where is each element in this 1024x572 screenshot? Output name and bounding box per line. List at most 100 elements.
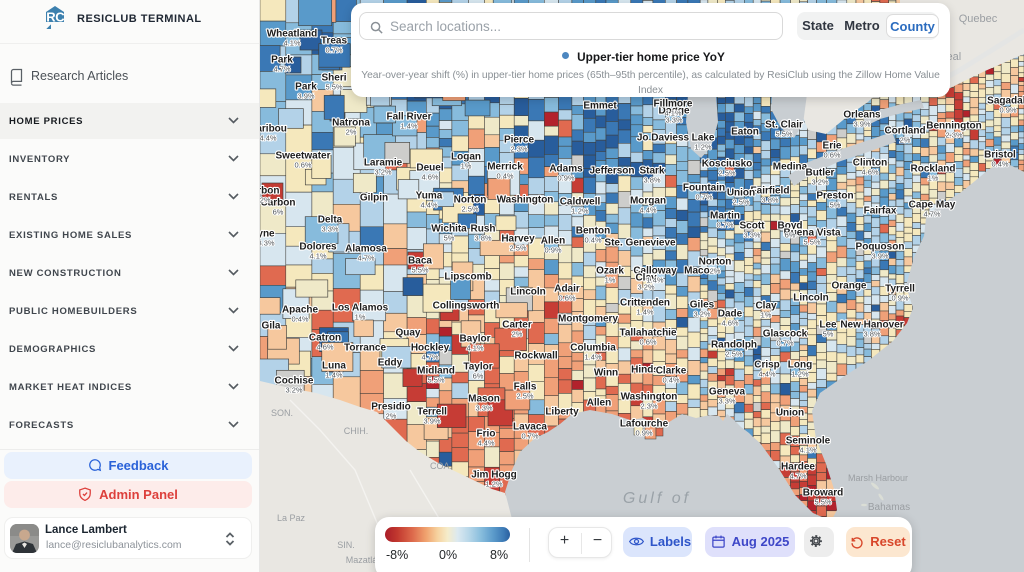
svg-text:COA.: COA. — [430, 461, 452, 471]
svg-text:Long: Long — [788, 360, 812, 371]
svg-text:Quebec: Quebec — [959, 13, 998, 25]
svg-text:4.4%: 4.4% — [477, 439, 494, 448]
svg-text:Lincoln: Lincoln — [793, 293, 829, 304]
svg-text:4.1%: 4.1% — [309, 252, 326, 261]
svg-text:Ozark: Ozark — [596, 266, 624, 277]
svg-text:Union: Union — [727, 188, 755, 199]
svg-text:Gila: Gila — [262, 321, 281, 332]
svg-text:Preston: Preston — [816, 191, 853, 202]
svg-text:4.1%: 4.1% — [664, 109, 681, 118]
svg-text:Natrona: Natrona — [332, 118, 370, 129]
svg-text:Benton: Benton — [576, 226, 610, 237]
svg-text:Adams: Adams — [549, 164, 583, 175]
svg-text:Norton: Norton — [454, 195, 487, 206]
svg-text:2%: 2% — [386, 412, 397, 421]
svg-text:5.5%: 5.5% — [814, 498, 831, 507]
svg-text:Fillmore: Fillmore — [654, 99, 693, 110]
svg-text:Midland: Midland — [417, 366, 455, 377]
svg-text:Fountain: Fountain — [683, 183, 725, 194]
svg-text:Dolores: Dolores — [299, 242, 337, 253]
svg-text:1.4%: 1.4% — [584, 353, 601, 362]
svg-text:3.3%: 3.3% — [743, 231, 760, 240]
svg-text:4.6%: 4.6% — [421, 173, 438, 182]
svg-text:Crittenden: Crittenden — [620, 298, 670, 309]
svg-text:Erie: Erie — [823, 141, 842, 152]
svg-text:3.8%: 3.8% — [643, 176, 660, 185]
svg-text:Harvey: Harvey — [501, 234, 535, 245]
svg-text:5%: 5% — [444, 234, 455, 243]
svg-text:Boyd: Boyd — [778, 221, 803, 232]
svg-text:Allen: Allen — [587, 398, 611, 409]
svg-text:Rockwall: Rockwall — [514, 351, 558, 362]
svg-text:3.9%: 3.9% — [423, 417, 440, 426]
svg-text:Bennington: Bennington — [926, 121, 982, 132]
svg-text:3.2%: 3.2% — [811, 178, 828, 187]
svg-text:Gilpin: Gilpin — [360, 193, 388, 204]
svg-text:0.6%: 0.6% — [294, 161, 311, 170]
svg-text:Crisp: Crisp — [754, 360, 780, 371]
svg-text:2.3%: 2.3% — [640, 402, 657, 411]
svg-text:Eddy: Eddy — [378, 358, 403, 369]
svg-text:Dade: Dade — [718, 309, 743, 320]
svg-text:4.4%: 4.4% — [639, 206, 656, 215]
svg-text:3.3%: 3.3% — [665, 116, 682, 125]
svg-text:Sweetwater: Sweetwater — [275, 151, 330, 162]
svg-text:3.3%: 3.3% — [260, 239, 275, 248]
svg-text:Torrance: Torrance — [344, 343, 386, 354]
svg-text:0.6%: 0.6% — [639, 338, 656, 347]
svg-text:Lee: Lee — [819, 320, 837, 331]
svg-text:0.9%: 0.9% — [635, 429, 652, 438]
svg-text:Buena Vista: Buena Vista — [783, 228, 840, 239]
svg-text:5%: 5% — [830, 201, 841, 210]
svg-text:3.3%: 3.3% — [718, 397, 735, 406]
svg-text:Ste. Genevieve: Ste. Genevieve — [604, 238, 676, 249]
svg-text:Merrick: Merrick — [487, 162, 523, 173]
svg-text:Sheri: Sheri — [321, 73, 346, 84]
svg-text:6%: 6% — [473, 372, 484, 381]
svg-text:Scott: Scott — [740, 221, 766, 232]
svg-text:St. Clair: St. Clair — [765, 120, 803, 131]
svg-text:Washington: Washington — [497, 195, 554, 206]
svg-text:4.1%: 4.1% — [283, 39, 300, 48]
svg-text:Taylor: Taylor — [463, 362, 492, 373]
svg-text:3.2%: 3.2% — [285, 386, 302, 395]
svg-text:3.8%: 3.8% — [863, 330, 880, 339]
svg-text:1.4%: 1.4% — [400, 122, 417, 131]
svg-text:Wheatland: Wheatland — [267, 29, 318, 40]
svg-text:4.7%: 4.7% — [273, 65, 290, 74]
svg-text:Macon: Macon — [684, 266, 716, 277]
svg-text:Tallahatchie: Tallahatchie — [619, 328, 676, 339]
svg-text:2.5%: 2.5% — [509, 244, 526, 253]
svg-text:4.7%: 4.7% — [357, 254, 374, 263]
svg-text:2.5%: 2.5% — [718, 169, 735, 178]
svg-text:CHIH.: CHIH. — [344, 426, 369, 436]
svg-text:2.5%: 2.5% — [732, 198, 749, 207]
svg-text:1%: 1% — [761, 311, 772, 320]
svg-text:1%: 1% — [605, 276, 616, 285]
svg-text:Geneva: Geneva — [709, 387, 746, 398]
svg-text:Martin: Martin — [710, 211, 740, 222]
svg-text:Orange: Orange — [831, 281, 866, 292]
svg-text:Bahamas: Bahamas — [868, 502, 910, 513]
svg-text:5.5%: 5.5% — [803, 238, 820, 247]
svg-text:Laramie: Laramie — [364, 158, 403, 169]
svg-text:Randolph: Randolph — [711, 340, 757, 351]
svg-text:1%: 1% — [355, 313, 366, 322]
svg-text:3.9%: 3.9% — [853, 120, 870, 129]
svg-text:4.1%: 4.1% — [466, 344, 483, 353]
svg-text:Treas: Treas — [321, 36, 348, 47]
svg-text:Alamosa: Alamosa — [345, 244, 387, 255]
svg-text:4.6%: 4.6% — [721, 319, 738, 328]
svg-text:Quay: Quay — [395, 328, 420, 339]
svg-text:Logan: Logan — [451, 152, 481, 163]
svg-text:yne: yne — [260, 229, 275, 240]
svg-text:Jim Hogg: Jim Hogg — [471, 470, 517, 481]
svg-text:Baca: Baca — [408, 256, 432, 267]
svg-text:2.5%: 2.5% — [461, 205, 478, 214]
svg-text:0.7%: 0.7% — [716, 221, 733, 230]
svg-text:2.3%: 2.3% — [945, 131, 962, 140]
svg-text:0.6%: 0.6% — [823, 151, 840, 160]
svg-text:Fairfield: Fairfield — [751, 186, 790, 197]
svg-text:Dodge: Dodge — [658, 106, 690, 117]
svg-text:0.9%: 0.9% — [557, 174, 574, 183]
